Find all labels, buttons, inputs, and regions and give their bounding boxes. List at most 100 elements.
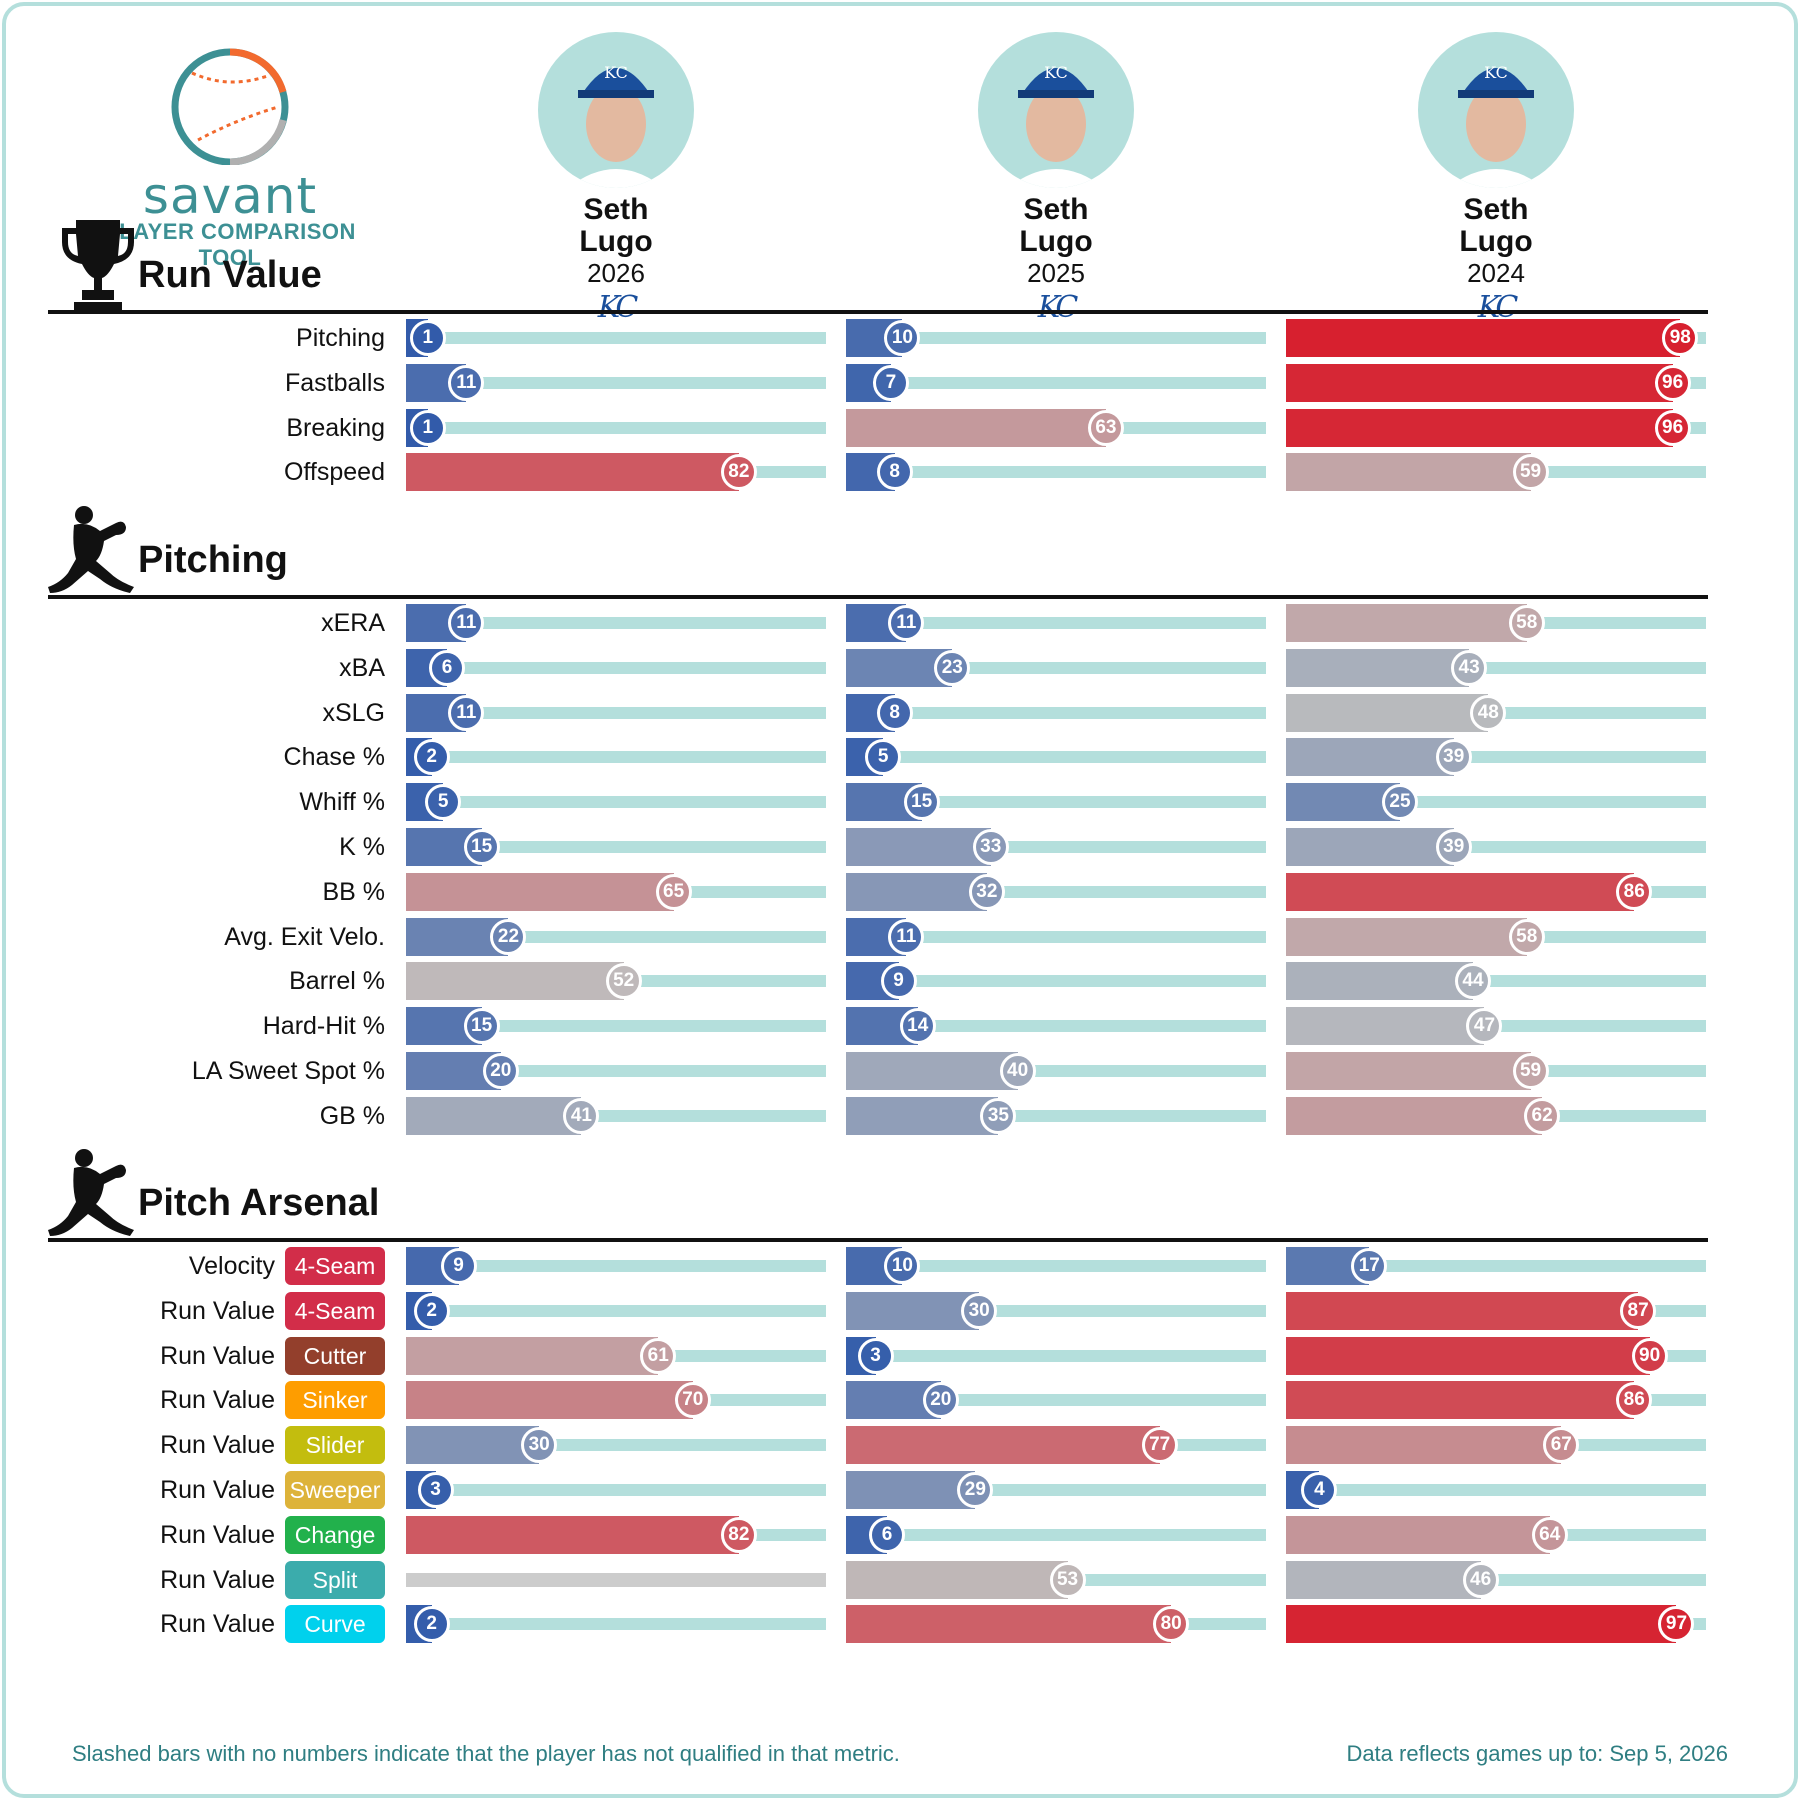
player-first-name: Seth <box>1023 193 1089 226</box>
percentile-value-label: 8 <box>876 454 913 491</box>
percentile-track <box>846 466 1266 479</box>
percentile-bar <box>1286 1605 1677 1644</box>
percentile-value-label: 90 <box>1631 1337 1668 1374</box>
percentile-value-label: 82 <box>720 1516 757 1553</box>
percentile-bar <box>1286 1560 1481 1599</box>
player-avatar: KC <box>538 32 694 188</box>
metric-label: Fastballs <box>284 368 385 397</box>
percentile-value-label: 46 <box>1462 1561 1499 1598</box>
percentile-bar <box>846 1291 980 1330</box>
percentile-track <box>846 975 1266 988</box>
metric-label: xERA <box>321 609 385 637</box>
pitch-type-badge: Sweeper <box>285 1471 385 1509</box>
metric-label: Chase % <box>283 743 385 772</box>
percentile-value-label: 2 <box>413 1606 450 1643</box>
percentile-value-label: 98 <box>1662 320 1699 356</box>
percentile-track <box>406 376 826 389</box>
percentile-track <box>406 1020 826 1033</box>
percentile-value-label: 20 <box>922 1382 959 1419</box>
percentile-bar <box>1286 1381 1635 1420</box>
percentile-value-label: 59 <box>1512 454 1549 491</box>
metric-label: Run Value <box>160 1520 275 1549</box>
percentile-bar <box>846 1560 1068 1599</box>
percentile-bar <box>846 1605 1172 1644</box>
percentile-value-label: 7 <box>872 364 909 401</box>
pitch-type-badge: Sinker <box>285 1381 385 1420</box>
brand-subtitle: PLAYER COMPARISON TOOL <box>104 219 356 270</box>
percentile-track <box>406 841 826 853</box>
percentile-bar <box>1286 453 1531 492</box>
percentile-track <box>846 751 1266 764</box>
percentile-bar <box>406 872 674 911</box>
percentile-value-label: 39 <box>1435 739 1472 776</box>
percentile-value-label: 1 <box>409 320 446 356</box>
percentile-track <box>406 1260 826 1272</box>
percentile-value-label: 20 <box>482 1053 519 1089</box>
percentile-value-label: 58 <box>1508 605 1545 641</box>
player-season: 2025 <box>1027 258 1085 288</box>
pitch-type-badge: 4-Seam <box>285 1247 385 1285</box>
percentile-value-label: 2 <box>413 1292 450 1329</box>
percentile-track <box>846 617 1266 629</box>
player-avatar: KC <box>978 32 1134 188</box>
percentile-value-label: 47 <box>1466 1008 1503 1045</box>
percentile-bar <box>846 1052 1018 1090</box>
metric-label: Velocity <box>188 1252 275 1280</box>
percentile-value-label: 15 <box>463 1008 500 1045</box>
percentile-bar <box>1286 1336 1650 1375</box>
percentile-track <box>406 1618 826 1631</box>
percentile-bar <box>406 453 739 492</box>
percentile-value-label: 6 <box>869 1516 906 1553</box>
metric-label: BB % <box>322 877 385 906</box>
metric-label: xBA <box>339 653 385 682</box>
metric-label: K % <box>339 833 385 861</box>
player-photo-icon: KC <box>1448 63 1544 188</box>
percentile-value-label: 70 <box>674 1382 711 1419</box>
percentile-value-label: 44 <box>1454 963 1491 1000</box>
pitch-type-badge: Cutter <box>285 1336 385 1375</box>
percentile-track <box>406 1484 826 1496</box>
percentile-value-label: 33 <box>972 829 1009 865</box>
section-divider <box>48 1238 1708 1242</box>
percentile-value-label: 9 <box>440 1248 477 1284</box>
percentile-bar <box>406 1096 582 1135</box>
percentile-track <box>406 421 826 434</box>
section-divider <box>48 310 1708 314</box>
percentile-track <box>1286 1484 1706 1496</box>
brand-name: savant <box>142 167 318 225</box>
percentile-value-label: 62 <box>1524 1097 1561 1134</box>
player-season: 2024 <box>1467 258 1525 288</box>
percentile-track <box>846 1349 1266 1362</box>
percentile-value-label: 32 <box>968 873 1005 910</box>
percentile-value-label: 10 <box>884 320 921 356</box>
percentile-value-label: 11 <box>448 694 485 731</box>
percentile-value-label: 23 <box>934 649 971 686</box>
percentile-track <box>406 332 826 344</box>
percentile-bar <box>846 1096 999 1135</box>
percentile-value-label: 41 <box>563 1097 600 1134</box>
section-title: Pitch Arsenal <box>138 1182 380 1224</box>
percentile-bar <box>1286 604 1527 642</box>
percentile-value-label: 30 <box>521 1427 558 1464</box>
percentile-track <box>846 706 1266 719</box>
percentile-value-label: 4 <box>1301 1472 1338 1508</box>
percentile-value-label: 11 <box>448 364 485 401</box>
player-column-header: KC Seth Lugo 2025 KC <box>906 32 1206 324</box>
percentile-value-label: 96 <box>1654 364 1691 401</box>
percentile-bar <box>1286 1007 1485 1046</box>
metric-label: Run Value <box>160 1610 275 1639</box>
percentile-value-label: 96 <box>1654 409 1691 446</box>
percentile-bar <box>406 962 624 1001</box>
percentile-value-label: 11 <box>888 605 925 641</box>
percentile-track <box>846 1260 1266 1272</box>
percentile-track <box>846 930 1266 943</box>
svg-text:KC: KC <box>1484 63 1508 82</box>
percentile-value-label: 9 <box>880 963 917 1000</box>
pitch-type-badge: Change <box>285 1515 385 1554</box>
percentile-value-label: 61 <box>640 1337 677 1374</box>
percentile-value-label: 14 <box>899 1008 936 1045</box>
unqualified-bar <box>406 1572 826 1587</box>
player-last-name: Lugo <box>1019 225 1093 258</box>
percentile-bar <box>846 872 987 911</box>
